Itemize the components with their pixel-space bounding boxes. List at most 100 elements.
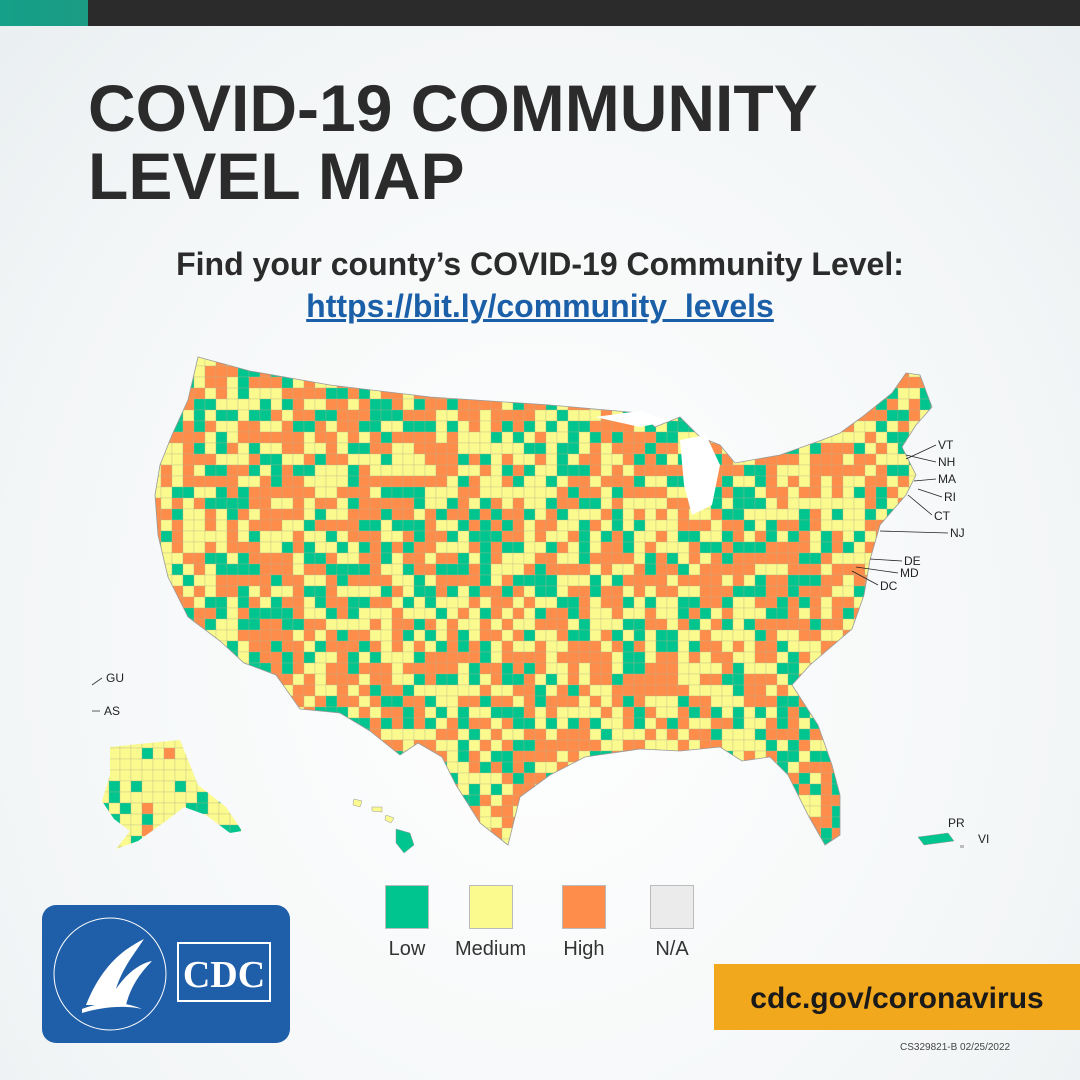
county-cell — [182, 739, 195, 752]
county-cell — [479, 357, 492, 367]
county-cell — [908, 805, 921, 818]
county-cell — [534, 816, 547, 829]
county-cell — [908, 783, 921, 796]
county-cell — [237, 552, 250, 565]
county-cell — [809, 442, 822, 455]
county-cell — [545, 838, 558, 845]
county-cell — [578, 508, 591, 521]
county-cell — [446, 541, 459, 554]
county-cell — [699, 750, 712, 763]
county-cell — [226, 409, 239, 422]
county-cell — [226, 684, 239, 697]
county-cell — [589, 794, 602, 807]
county-cell — [853, 464, 866, 477]
county-cell — [666, 794, 679, 807]
county-cell — [479, 409, 492, 422]
publication-code: CS329821-B 02/25/2022 — [900, 1042, 1011, 1053]
county-cell — [424, 651, 437, 664]
county-cell — [325, 662, 338, 675]
county-cell — [163, 802, 176, 815]
county-cell — [633, 618, 646, 631]
county-cell — [732, 464, 745, 477]
county-cell — [501, 552, 514, 565]
county-cell — [182, 816, 195, 829]
county-cell — [556, 357, 569, 367]
county-cell — [644, 574, 657, 587]
county-cell — [578, 651, 591, 664]
county-cell — [468, 442, 481, 455]
county-cell — [446, 640, 459, 653]
county-cell — [567, 805, 580, 818]
county-cell — [787, 387, 800, 400]
county-cell — [424, 409, 437, 422]
county-cell — [204, 508, 217, 521]
county-cell — [369, 794, 382, 807]
community-levels-link-text[interactable]: https://bit.ly/community_levels — [306, 288, 774, 324]
county-cell — [424, 684, 437, 697]
county-cell — [248, 794, 261, 807]
county-cell — [402, 409, 415, 422]
county-cell — [556, 376, 569, 389]
county-cell — [193, 662, 206, 675]
county-cell — [303, 761, 316, 774]
county-cell — [853, 365, 866, 378]
community-levels-link[interactable]: https://bit.ly/community_levels — [0, 288, 1080, 325]
county-cell — [567, 673, 580, 686]
county-cell — [820, 530, 833, 543]
county-cell — [314, 475, 327, 488]
county-cell — [908, 607, 921, 620]
county-cell — [699, 761, 712, 774]
county-cell — [853, 838, 866, 845]
county-cell — [633, 651, 646, 664]
county-cell — [413, 365, 426, 378]
county-cell — [688, 563, 701, 576]
county-cell — [743, 838, 756, 845]
county-cell — [710, 673, 723, 686]
county-cell — [710, 409, 723, 422]
county-cell — [545, 816, 558, 829]
county-cell — [215, 651, 228, 664]
county-cell — [347, 629, 360, 642]
county-cell — [864, 387, 877, 400]
cdc-site-banner[interactable]: cdc.gov/coronavirus — [714, 964, 1080, 1030]
county-cell — [501, 662, 514, 675]
county-cell — [119, 791, 132, 804]
county-cell — [303, 519, 316, 532]
county-cell — [556, 662, 569, 675]
county-cell — [743, 585, 756, 598]
county-cell — [215, 662, 228, 675]
county-cell — [171, 497, 184, 510]
county-cell — [347, 772, 360, 785]
county-cell — [721, 357, 734, 367]
county-cell — [402, 453, 415, 466]
county-cell — [270, 519, 283, 532]
county-cell — [501, 640, 514, 653]
county-cell — [512, 640, 525, 653]
county-cell — [185, 769, 198, 782]
county-cell — [677, 420, 690, 433]
county-cell — [600, 453, 613, 466]
county-cell — [119, 758, 132, 771]
county-cell — [765, 805, 778, 818]
county-cell — [908, 750, 921, 763]
county-cell — [281, 497, 294, 510]
county-cell — [534, 530, 547, 543]
county-cell — [501, 563, 514, 576]
county-cell — [237, 706, 250, 719]
county-cell — [721, 365, 734, 378]
county-cell — [556, 706, 569, 719]
county-cell — [171, 695, 184, 708]
county-cell — [204, 618, 217, 631]
county-cell — [776, 607, 789, 620]
county-cell — [765, 431, 778, 444]
county-cell — [119, 813, 132, 826]
county-cell — [259, 453, 272, 466]
county-cell — [303, 442, 316, 455]
county-cell — [556, 684, 569, 697]
county-cell — [163, 813, 176, 826]
county-cell — [490, 816, 503, 829]
county-cell — [567, 409, 580, 422]
county-cell — [501, 530, 514, 543]
county-cell — [281, 772, 294, 785]
county-cell — [787, 827, 800, 840]
